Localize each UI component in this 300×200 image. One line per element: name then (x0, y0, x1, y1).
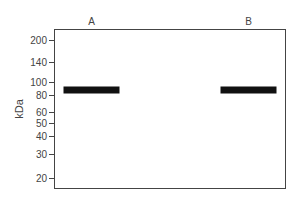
svg-text:60: 60 (36, 107, 48, 118)
svg-text:100: 100 (30, 77, 47, 88)
svg-text:40: 40 (36, 131, 48, 142)
svg-text:140: 140 (30, 57, 47, 68)
svg-text:50: 50 (36, 118, 48, 129)
svg-text:A: A (88, 16, 95, 27)
svg-text:30: 30 (36, 149, 48, 160)
svg-text:B: B (245, 16, 252, 27)
svg-text:200: 200 (30, 35, 47, 46)
svg-text:20: 20 (36, 173, 48, 184)
svg-text:80: 80 (36, 90, 48, 101)
svg-text:kDa: kDa (13, 98, 25, 118)
